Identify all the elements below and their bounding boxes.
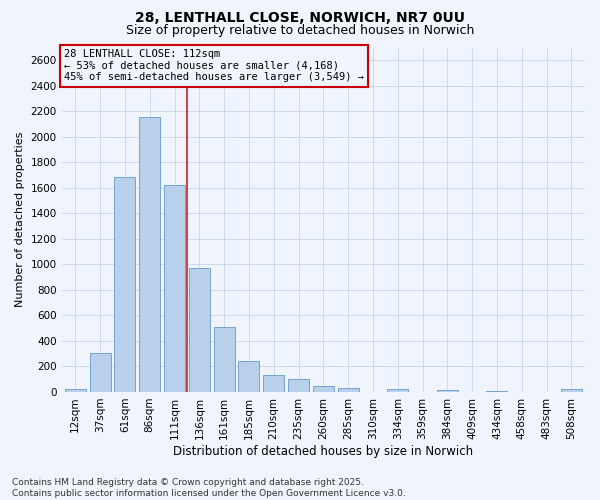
Bar <box>437 390 458 392</box>
Bar <box>288 379 309 392</box>
Bar <box>89 353 110 392</box>
Bar <box>387 389 408 392</box>
Bar <box>313 386 334 392</box>
Bar <box>238 360 259 392</box>
Text: 28, LENTHALL CLOSE, NORWICH, NR7 0UU: 28, LENTHALL CLOSE, NORWICH, NR7 0UU <box>135 11 465 25</box>
Y-axis label: Number of detached properties: Number of detached properties <box>15 132 25 308</box>
Text: 28 LENTHALL CLOSE: 112sqm
← 53% of detached houses are smaller (4,168)
45% of se: 28 LENTHALL CLOSE: 112sqm ← 53% of detac… <box>64 49 364 82</box>
Bar <box>263 374 284 392</box>
Bar <box>487 390 508 392</box>
Bar <box>189 268 210 392</box>
Bar <box>338 388 359 392</box>
Bar <box>115 177 136 392</box>
Text: Size of property relative to detached houses in Norwich: Size of property relative to detached ho… <box>126 24 474 37</box>
Bar <box>164 186 185 392</box>
Text: Contains HM Land Registry data © Crown copyright and database right 2025.
Contai: Contains HM Land Registry data © Crown c… <box>12 478 406 498</box>
Bar <box>139 117 160 392</box>
Bar <box>561 390 582 392</box>
Bar <box>65 390 86 392</box>
Bar <box>214 327 235 392</box>
X-axis label: Distribution of detached houses by size in Norwich: Distribution of detached houses by size … <box>173 444 473 458</box>
